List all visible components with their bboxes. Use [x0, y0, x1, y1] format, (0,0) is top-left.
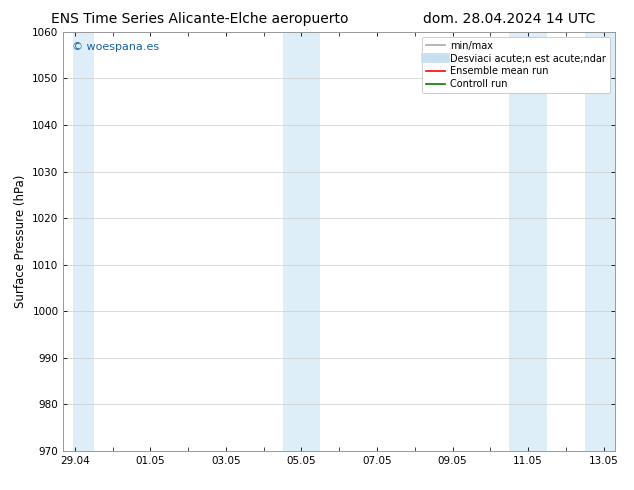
Bar: [283, 32, 320, 451]
Y-axis label: Surface Pressure (hPa): Surface Pressure (hPa): [14, 174, 27, 308]
Bar: [509, 32, 547, 451]
Text: © woespana.es: © woespana.es: [72, 42, 158, 52]
Bar: [73, 32, 94, 451]
Text: ENS Time Series Alicante-Elche aeropuerto: ENS Time Series Alicante-Elche aeropuert…: [51, 12, 348, 26]
Legend: min/max, Desviaci acute;n est acute;ndar, Ensemble mean run, Controll run: min/max, Desviaci acute;n est acute;ndar…: [422, 37, 610, 93]
Text: dom. 28.04.2024 14 UTC: dom. 28.04.2024 14 UTC: [424, 12, 596, 26]
Bar: [585, 32, 623, 451]
